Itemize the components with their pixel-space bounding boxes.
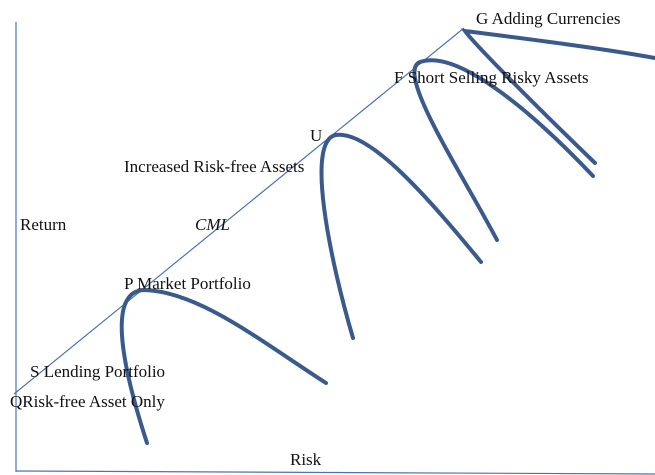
x-axis [15, 470, 655, 475]
label-increased: Increased Risk-free Assets [124, 157, 304, 176]
cml-line [13, 27, 465, 395]
label-q: QRisk-free Asset Only [10, 392, 165, 411]
label-p: P Market Portfolio [124, 274, 251, 293]
frontier-g [460, 28, 655, 165]
y-axis-label: Return [20, 215, 67, 234]
frontier-u [319, 132, 483, 340]
label-g: G Adding Currencies [476, 9, 620, 28]
label-cml: CML [195, 215, 230, 234]
x-axis-label: Risk [290, 450, 322, 469]
label-f: F Short Selling Risky Assets [394, 68, 589, 87]
frontier-f [412, 58, 595, 242]
label-s: S Lending Portfolio [30, 362, 165, 381]
label-u: U [310, 126, 322, 145]
frontier-p [119, 287, 328, 445]
